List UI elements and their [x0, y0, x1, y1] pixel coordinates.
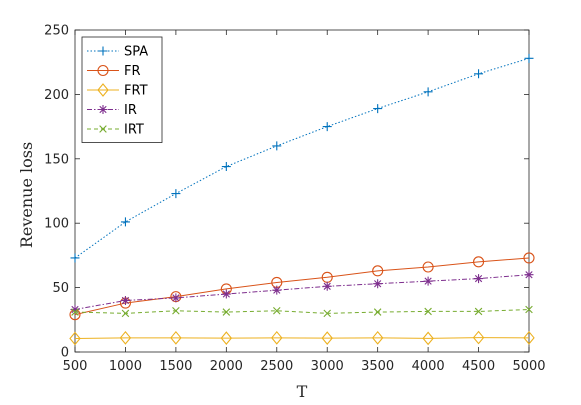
data-point-fr	[422, 261, 434, 273]
legend-swatch-marker	[98, 46, 108, 56]
y-tick-label: 0	[61, 346, 69, 361]
data-point-frt	[472, 330, 485, 345]
series-layer	[69, 53, 535, 346]
data-point-spa	[474, 69, 484, 79]
data-point-frt	[69, 331, 81, 346]
x-axis-label: T	[297, 382, 308, 401]
legend-entry-irt: IRT	[87, 123, 144, 138]
legend-entry-fr: FR	[87, 64, 141, 79]
data-point-ir	[171, 293, 181, 303]
data-point-irt	[121, 309, 130, 318]
data-point-frt	[422, 331, 434, 346]
legend-swatch-marker	[97, 83, 109, 97]
series-frt	[69, 330, 535, 346]
x-tick-label: 4500	[462, 359, 495, 374]
data-point-ir	[272, 285, 282, 295]
legend-label: FRT	[124, 84, 148, 99]
legend-label: SPA	[124, 45, 148, 60]
series-ir	[70, 270, 534, 314]
legend: SPA FR FRT IR IRT	[81, 36, 163, 143]
data-point-ir	[474, 274, 484, 284]
data-point-ir	[120, 295, 130, 305]
data-point-spa	[373, 104, 383, 114]
data-point-irt	[373, 308, 382, 316]
data-point-fr	[523, 252, 535, 264]
data-point-ir	[373, 279, 383, 289]
data-point-spa	[423, 87, 433, 97]
data-point-ir	[322, 281, 332, 291]
data-point-irt	[273, 307, 281, 315]
data-point-irt	[222, 308, 231, 316]
legend-swatch-marker	[99, 125, 107, 133]
legend-swatch-marker	[98, 105, 108, 114]
series-line-fr	[74, 257, 530, 316]
x-axis: 500 1000 1500 2000 2500 3000 3500 4000 4500 5000	[63, 30, 546, 374]
data-point-spa	[70, 253, 80, 263]
x-tick-label: 1500	[159, 359, 192, 374]
legend-label: IRT	[124, 123, 144, 138]
series-line-frt	[74, 337, 530, 339]
data-point-spa	[221, 162, 231, 172]
legend-label: IR	[124, 103, 137, 118]
data-point-ir	[70, 304, 80, 314]
data-point-ir	[423, 276, 433, 286]
legend-entry-ir: IR	[87, 103, 137, 118]
x-tick-label: 2500	[260, 359, 293, 374]
series-line-irt	[74, 308, 530, 314]
x-tick-label: 500	[63, 359, 88, 374]
data-point-spa	[272, 141, 282, 151]
data-point-ir	[524, 270, 534, 280]
data-point-spa	[322, 122, 332, 132]
data-point-spa	[120, 217, 130, 227]
x-tick-label: 2000	[210, 359, 243, 374]
data-point-irt	[474, 307, 483, 316]
data-point-fr	[473, 256, 485, 268]
x-tick-label: 1000	[109, 359, 142, 374]
y-axis: 0 50 100 150 200 250	[44, 24, 529, 361]
legend-label: FR	[124, 64, 141, 79]
data-point-frt	[371, 330, 384, 345]
data-point-frt	[321, 331, 333, 345]
series-spa	[70, 53, 534, 263]
x-tick-label: 5000	[512, 359, 545, 374]
data-point-frt	[271, 330, 283, 345]
legend-entry-frt: FRT	[87, 83, 148, 99]
y-tick-label: 200	[44, 88, 69, 103]
data-point-irt	[323, 309, 331, 318]
data-point-frt	[170, 330, 182, 345]
x-tick-label: 4000	[412, 359, 445, 374]
data-point-irt	[172, 307, 180, 315]
data-point-frt	[119, 330, 132, 345]
y-tick-label: 150	[44, 152, 69, 167]
legend-swatch-marker	[97, 64, 109, 77]
data-point-frt	[220, 331, 233, 345]
series-line-ir	[74, 274, 530, 310]
y-tick-label: 250	[44, 24, 69, 39]
y-axis-label: Revenue loss	[17, 142, 36, 248]
x-tick-label: 3500	[361, 359, 394, 374]
data-point-spa	[171, 189, 181, 199]
data-point-irt	[424, 307, 432, 316]
x-tick-label: 3000	[311, 359, 344, 374]
legend-entry-spa: SPA	[87, 45, 148, 60]
data-point-spa	[524, 53, 534, 63]
data-point-irt	[525, 305, 533, 314]
data-point-irt	[71, 308, 79, 316]
data-point-fr	[372, 265, 384, 277]
data-point-ir	[221, 289, 231, 299]
series-irt	[71, 305, 533, 318]
data-point-frt	[523, 330, 535, 345]
y-tick-label: 100	[44, 217, 69, 232]
y-tick-label: 50	[52, 281, 69, 296]
